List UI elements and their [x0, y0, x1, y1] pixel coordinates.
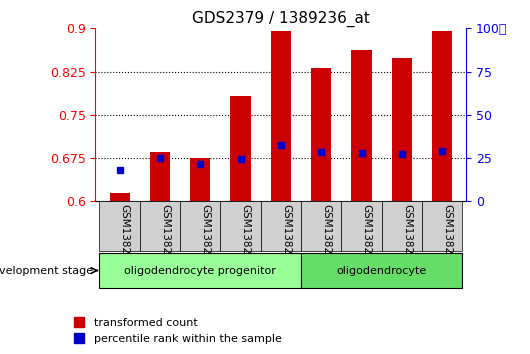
FancyBboxPatch shape [180, 201, 220, 251]
Bar [351, 50, 372, 201]
Bar [271, 31, 291, 201]
FancyBboxPatch shape [220, 201, 261, 251]
FancyBboxPatch shape [382, 201, 422, 251]
FancyBboxPatch shape [422, 201, 462, 251]
Text: GSM138220: GSM138220 [200, 204, 210, 267]
Text: GSM138221: GSM138221 [241, 204, 251, 267]
Text: GSM138222: GSM138222 [281, 204, 291, 267]
Text: GSM138223: GSM138223 [321, 204, 331, 267]
Legend: transformed count, percentile rank within the sample: transformed count, percentile rank withi… [69, 314, 286, 348]
FancyBboxPatch shape [100, 253, 301, 288]
Title: GDS2379 / 1389236_at: GDS2379 / 1389236_at [192, 11, 370, 27]
Bar [311, 68, 331, 201]
Text: oligodendrocyte: oligodendrocyte [337, 266, 427, 275]
Bar [190, 158, 210, 201]
Text: GSM138229: GSM138229 [442, 204, 452, 267]
Text: development stage: development stage [0, 266, 93, 275]
FancyBboxPatch shape [341, 201, 382, 251]
FancyBboxPatch shape [301, 201, 341, 251]
FancyBboxPatch shape [301, 253, 462, 288]
Text: GSM138218: GSM138218 [120, 204, 130, 267]
FancyBboxPatch shape [140, 201, 180, 251]
Text: GSM138224: GSM138224 [361, 204, 372, 267]
Bar [432, 31, 452, 201]
Bar [392, 58, 412, 201]
Text: GSM138219: GSM138219 [160, 204, 170, 267]
FancyBboxPatch shape [261, 201, 301, 251]
Bar [231, 96, 251, 201]
FancyBboxPatch shape [100, 201, 140, 251]
Bar [110, 193, 130, 201]
Text: GSM138225: GSM138225 [402, 204, 412, 267]
Text: oligodendrocyte progenitor: oligodendrocyte progenitor [125, 266, 276, 275]
Bar [150, 152, 170, 201]
